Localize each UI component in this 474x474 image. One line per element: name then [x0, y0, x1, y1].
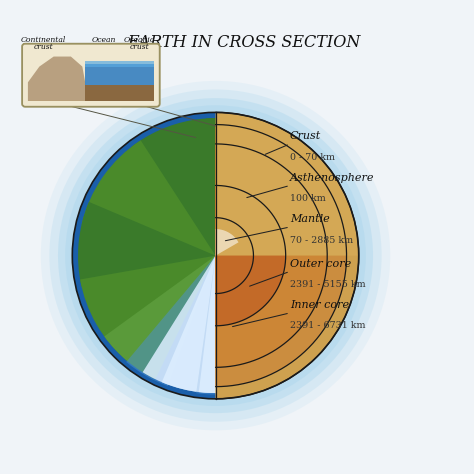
Wedge shape	[216, 255, 322, 386]
Wedge shape	[199, 255, 298, 393]
Wedge shape	[216, 255, 325, 378]
Polygon shape	[216, 255, 286, 326]
Wedge shape	[78, 202, 216, 287]
Polygon shape	[216, 255, 327, 367]
Text: 2391 - 6731 km: 2391 - 6731 km	[290, 321, 365, 330]
Polygon shape	[28, 85, 154, 101]
Polygon shape	[216, 144, 327, 367]
Wedge shape	[126, 255, 216, 386]
Text: Outer core: Outer core	[290, 258, 351, 268]
Polygon shape	[28, 56, 85, 101]
Text: 70 - 2885 km: 70 - 2885 km	[290, 236, 353, 245]
Polygon shape	[216, 229, 238, 255]
Text: 100 km: 100 km	[290, 194, 326, 203]
Circle shape	[65, 105, 366, 406]
Text: Ocean: Ocean	[91, 36, 116, 44]
Circle shape	[73, 112, 359, 399]
Text: 0 - 70 km: 0 - 70 km	[290, 153, 335, 162]
Text: Continental: Continental	[21, 36, 66, 44]
Wedge shape	[162, 255, 246, 393]
Text: 2391 - 5155 km: 2391 - 5155 km	[290, 280, 365, 289]
Circle shape	[58, 98, 373, 413]
Wedge shape	[206, 118, 263, 255]
Text: EARTH IN CROSS SECTION: EARTH IN CROSS SECTION	[128, 34, 361, 51]
Polygon shape	[216, 255, 346, 387]
Circle shape	[49, 90, 382, 422]
Wedge shape	[196, 255, 235, 394]
Wedge shape	[80, 255, 216, 361]
Polygon shape	[85, 64, 154, 85]
Text: Oceanic: Oceanic	[124, 36, 155, 44]
Wedge shape	[131, 118, 258, 255]
Wedge shape	[82, 140, 216, 255]
Wedge shape	[104, 255, 216, 379]
Text: Inner core: Inner core	[290, 300, 349, 310]
Wedge shape	[143, 255, 216, 392]
Text: Asthenosphere: Asthenosphere	[290, 173, 374, 182]
Text: Mantle: Mantle	[290, 214, 330, 224]
FancyBboxPatch shape	[22, 44, 160, 107]
Polygon shape	[85, 85, 154, 101]
Polygon shape	[216, 112, 359, 399]
Text: crust: crust	[130, 44, 149, 51]
Text: Crust: Crust	[290, 131, 321, 141]
Polygon shape	[216, 185, 286, 326]
Polygon shape	[216, 218, 254, 293]
Polygon shape	[85, 61, 154, 66]
Circle shape	[41, 81, 390, 430]
Text: crust: crust	[34, 44, 54, 51]
Polygon shape	[216, 125, 346, 387]
Polygon shape	[216, 255, 359, 399]
